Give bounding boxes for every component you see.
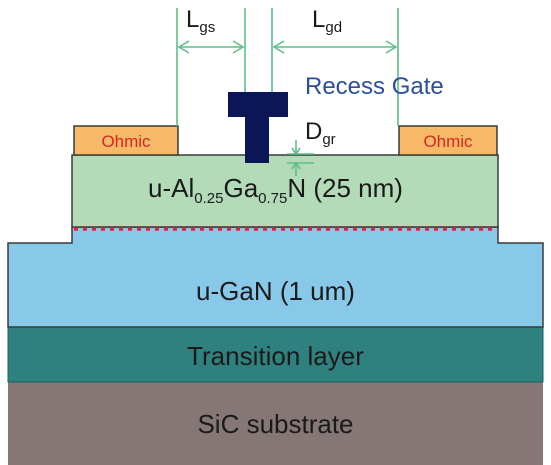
dgr-main: D — [305, 118, 323, 145]
dimension-lines — [176, 8, 399, 176]
dgr-sub: gr — [322, 131, 336, 148]
transition-layer-label: Transition layer — [187, 341, 364, 371]
algan-prefix: u-Al — [148, 173, 195, 203]
lgd-sub: gd — [325, 19, 343, 36]
ohmic-right-label: Ohmic — [423, 132, 473, 151]
algan-barrier-label: u-Al0.25Ga0.75N (25 nm) — [0, 173, 551, 206]
gan-layer-label: u-GaN (1 um) — [196, 276, 355, 306]
dgr-label: Dgr — [305, 118, 336, 148]
lgs-sub: gs — [199, 19, 216, 36]
lgd-main: L — [312, 6, 326, 33]
algan-suffix: N (25 nm) — [287, 173, 403, 203]
ohmic-contact-right — [398, 125, 498, 156]
lgs-main: L — [186, 6, 200, 33]
transition-layer — [7, 326, 544, 383]
recess-gate-label: Recess Gate — [305, 73, 444, 100]
lgd-label: Lgd — [312, 6, 342, 36]
sic-substrate-label: SiC substrate — [197, 409, 354, 439]
ohmic-left-label: Ohmic — [101, 132, 151, 151]
lgs-label: Lgs — [186, 6, 215, 36]
algan-ga-subscript: 0.75 — [258, 190, 288, 207]
algan-barrier-layer — [71, 154, 499, 228]
ohmic-contact-left — [73, 125, 179, 156]
recess-gate-shape — [228, 92, 288, 163]
sic-substrate-layer — [8, 382, 543, 465]
algan-al-subscript: 0.25 — [194, 190, 224, 207]
algan-ga: Ga — [223, 173, 259, 203]
